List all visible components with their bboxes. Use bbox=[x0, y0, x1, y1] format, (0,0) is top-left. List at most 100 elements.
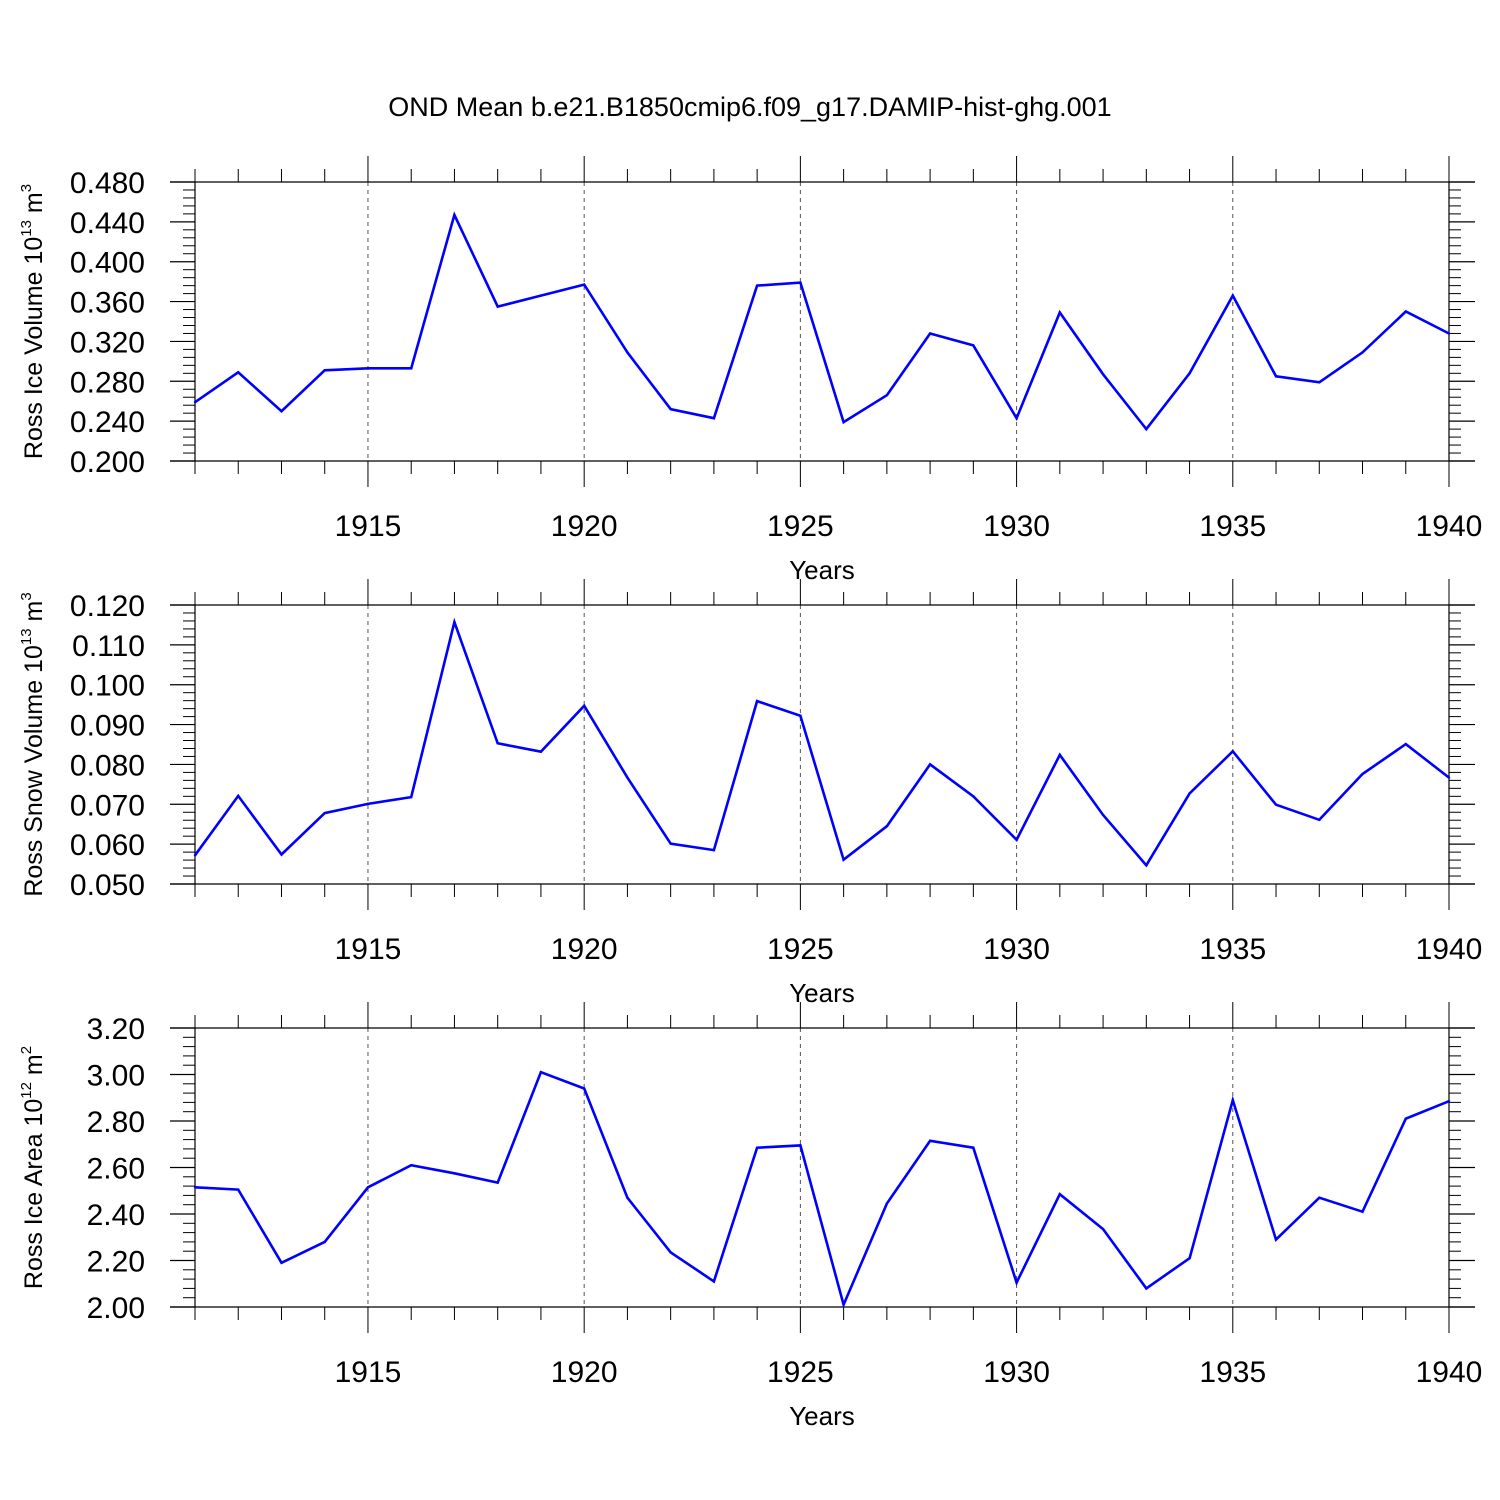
y-axis-label: Ross Ice Area 1012 m2 bbox=[18, 1046, 48, 1289]
data-point bbox=[1404, 742, 1407, 746]
data-point bbox=[1015, 1281, 1018, 1284]
y-tick-label: 3.00 bbox=[87, 1060, 145, 1093]
data-point bbox=[280, 853, 283, 856]
data-point bbox=[410, 1163, 413, 1167]
data-point bbox=[366, 367, 370, 370]
data-point bbox=[410, 795, 413, 799]
y-tick-label: 0.320 bbox=[70, 326, 145, 359]
x-tick-label: 1935 bbox=[1199, 933, 1266, 966]
y-axis-label: Ross Snow Volume 1013 m3 bbox=[18, 592, 48, 896]
series-line bbox=[194, 1070, 1450, 1309]
x-tick-label: 1915 bbox=[335, 1356, 402, 1389]
x-tick-label: 1915 bbox=[335, 510, 402, 543]
y-tick-label: 2.00 bbox=[87, 1292, 145, 1325]
data-point bbox=[928, 1139, 932, 1142]
data-point bbox=[496, 305, 499, 308]
data-point bbox=[1058, 753, 1062, 757]
data-point bbox=[1404, 310, 1407, 313]
data-point bbox=[1274, 375, 1278, 378]
data-point bbox=[928, 332, 932, 335]
chart-title: OND Mean b.e21.B1850cmip6.f09_g17.DAMIP-… bbox=[388, 92, 1112, 122]
data-point bbox=[539, 1070, 543, 1074]
data-point bbox=[669, 407, 672, 411]
data-point bbox=[669, 842, 672, 845]
data-point bbox=[972, 344, 975, 347]
panel-3: 2.00 2.20 2.40 2.60 2.80 3.00 3.20 1915 1920 1925… bbox=[18, 1002, 1482, 1431]
data-point bbox=[842, 1303, 845, 1306]
y-tick-label: 0.060 bbox=[70, 829, 145, 862]
x-tick-label: 1920 bbox=[551, 933, 618, 966]
data-point bbox=[1058, 311, 1062, 314]
data-point bbox=[1447, 776, 1451, 779]
data-point bbox=[755, 284, 759, 287]
data-point bbox=[712, 1280, 716, 1283]
x-tick-label: 1940 bbox=[1416, 1356, 1483, 1389]
data-point bbox=[1274, 803, 1278, 806]
data-point bbox=[539, 294, 543, 297]
y-tick-label: 0.080 bbox=[70, 749, 145, 782]
data-point bbox=[1101, 373, 1105, 376]
data-point bbox=[1101, 1227, 1105, 1231]
data-point bbox=[582, 283, 586, 286]
data-point bbox=[193, 854, 197, 857]
data-point bbox=[193, 1186, 197, 1189]
y-tick-label: 2.20 bbox=[87, 1246, 145, 1279]
x-axis-label: Years bbox=[789, 978, 855, 1008]
data-point bbox=[885, 1202, 889, 1205]
data-point bbox=[842, 858, 845, 861]
data-point bbox=[842, 420, 845, 424]
y-tick-label: 0.100 bbox=[70, 670, 145, 703]
y-tick-label: 0.050 bbox=[70, 869, 145, 902]
data-point bbox=[755, 1146, 759, 1149]
x-tick-label: 1940 bbox=[1416, 510, 1483, 543]
data-point bbox=[1101, 813, 1105, 817]
data-point bbox=[1188, 372, 1191, 375]
data-point bbox=[1318, 1196, 1321, 1199]
data-point bbox=[885, 825, 889, 828]
x-tick-label: 1935 bbox=[1199, 510, 1266, 543]
data-point bbox=[582, 704, 586, 708]
y-tick-label: 0.090 bbox=[70, 710, 145, 743]
data-point bbox=[1188, 792, 1191, 795]
y-tick-label: 0.280 bbox=[70, 366, 145, 399]
y-axis-label: Ross Ice Volume 1013 m3 bbox=[18, 184, 48, 459]
data-point bbox=[496, 1181, 499, 1184]
x-tick-label: 1925 bbox=[767, 1356, 834, 1389]
y-tick-label: 0.200 bbox=[70, 446, 145, 479]
data-point bbox=[669, 1251, 672, 1254]
data-point bbox=[799, 281, 802, 284]
series-line bbox=[193, 617, 1450, 868]
data-point bbox=[1447, 1100, 1451, 1103]
data-point bbox=[1361, 772, 1364, 776]
data-point bbox=[1015, 838, 1018, 841]
x-tick-label: 1930 bbox=[983, 933, 1050, 966]
data-point bbox=[323, 369, 326, 372]
data-point bbox=[237, 1188, 240, 1191]
data-point bbox=[366, 802, 370, 806]
data-point bbox=[496, 742, 499, 745]
data-point bbox=[712, 416, 716, 420]
data-point bbox=[1318, 381, 1321, 384]
data-point bbox=[626, 776, 629, 779]
data-point bbox=[1318, 818, 1321, 822]
data-point bbox=[1231, 1098, 1234, 1102]
y-tick-label: 0.240 bbox=[70, 406, 145, 439]
data-point bbox=[237, 371, 240, 374]
data-point bbox=[453, 213, 456, 217]
x-tick-label: 1925 bbox=[767, 510, 834, 543]
data-point bbox=[1361, 351, 1364, 354]
data-point bbox=[928, 763, 932, 766]
data-point bbox=[1231, 294, 1234, 297]
data-point bbox=[323, 1240, 326, 1244]
data-point bbox=[712, 848, 716, 852]
data-point bbox=[280, 409, 283, 413]
data-point bbox=[972, 795, 975, 798]
panel-2: 0.050 0.060 0.070 0.080 0.090 0.100 0.110 0.120… bbox=[18, 579, 1482, 1008]
y-tick-label: 3.20 bbox=[87, 1013, 145, 1046]
data-point bbox=[1447, 332, 1451, 335]
data-point bbox=[410, 367, 413, 370]
x-tick-label: 1940 bbox=[1416, 933, 1483, 966]
y-tick-label: 0.480 bbox=[70, 167, 145, 200]
data-point bbox=[539, 750, 543, 753]
data-point bbox=[280, 1261, 283, 1265]
